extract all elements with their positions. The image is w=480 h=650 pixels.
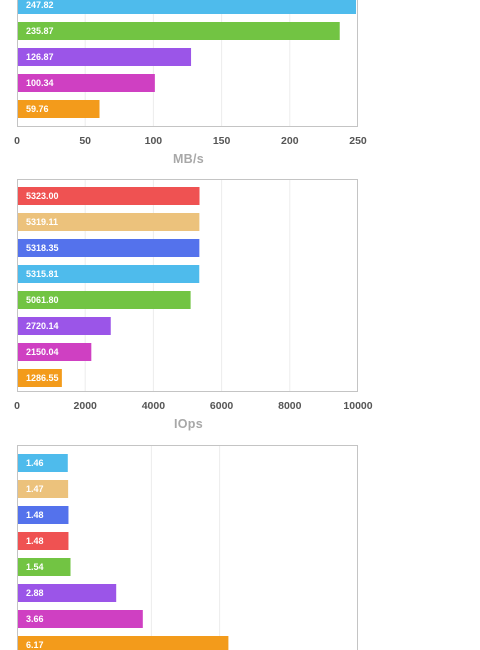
x-axis-title: MB/s <box>173 152 204 166</box>
bar-value-label: 5318.35 <box>26 243 59 253</box>
x-tick-label: 8000 <box>278 400 302 412</box>
bar <box>18 343 92 361</box>
x-tick-label: 4000 <box>142 400 166 412</box>
bar <box>18 317 111 335</box>
bar <box>18 506 69 524</box>
bar-value-label: 2.88 <box>26 588 44 598</box>
bar <box>18 22 340 40</box>
bar <box>18 636 229 650</box>
bar-value-label: 5315.81 <box>26 269 59 279</box>
bar-value-label: 59.76 <box>26 104 49 114</box>
x-tick-label: 250 <box>349 135 367 147</box>
bar <box>18 100 100 118</box>
bar-value-label: 1.48 <box>26 536 44 546</box>
bar-value-label: 100.34 <box>26 78 54 88</box>
x-axis-title: IOps <box>174 417 203 431</box>
bar <box>18 74 155 92</box>
bar <box>18 48 192 66</box>
x-tick-label: 0 <box>14 135 20 147</box>
bar <box>18 239 200 257</box>
bar-value-label: 5319.11 <box>26 217 58 227</box>
bar-value-label: 1.48 <box>26 510 44 520</box>
bar <box>18 213 200 231</box>
x-tick-label: 100 <box>145 135 163 147</box>
bar-value-label: 1.47 <box>26 484 44 494</box>
bar-value-label: 1.46 <box>26 458 44 468</box>
bar <box>18 187 200 205</box>
x-tick-label: 0 <box>14 400 20 412</box>
x-tick-label: 2000 <box>74 400 98 412</box>
plot-frame <box>17 0 358 127</box>
bar <box>18 369 62 387</box>
bar-value-label: 247.82 <box>26 0 54 10</box>
bar <box>18 610 143 628</box>
bar-value-label: 6.17 <box>26 640 44 650</box>
bar-value-label: 235.87 <box>26 26 54 36</box>
bar-value-label: 5323.00 <box>26 191 59 201</box>
x-tick-label: 200 <box>281 135 299 147</box>
bar-value-label: 3.66 <box>26 614 44 624</box>
bar-value-label: 1.54 <box>26 562 44 572</box>
x-tick-label: 150 <box>213 135 231 147</box>
bar <box>18 558 71 576</box>
bar-value-label: 1286.55 <box>26 373 59 383</box>
bar <box>18 0 357 14</box>
plot-frame <box>17 445 358 650</box>
bar <box>18 265 200 283</box>
bar-value-label: 5061.80 <box>26 295 59 305</box>
x-tick-label: 10000 <box>343 400 372 412</box>
bar <box>18 480 69 498</box>
bar <box>18 291 191 309</box>
bar-value-label: 126.87 <box>26 52 54 62</box>
bar-value-label: 2150.04 <box>26 347 59 357</box>
bar <box>18 532 69 550</box>
plot-frame <box>17 179 358 392</box>
bar-value-label: 2720.14 <box>26 321 59 331</box>
bar <box>18 584 117 602</box>
x-tick-label: 50 <box>79 135 91 147</box>
x-tick-label: 6000 <box>210 400 234 412</box>
bar <box>18 454 68 472</box>
